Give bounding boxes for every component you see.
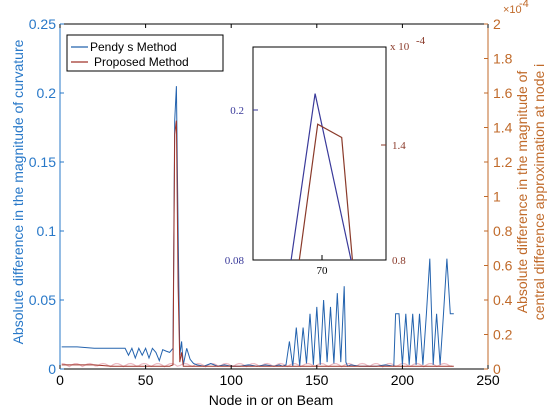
y-axis-right-label-line2: central difference approximation at node… xyxy=(531,64,547,321)
noise-band xyxy=(61,362,453,368)
inset-ytick-right-1.4: 1.4 xyxy=(392,140,406,152)
y-right-tick-label: 1.6 xyxy=(493,85,513,101)
legend-label-pendy: Pendy s Method xyxy=(90,40,177,54)
inset-ytick-left-0.2: 0.2 xyxy=(230,105,244,117)
inset-ytick-left-0.08: 0.08 xyxy=(225,255,245,267)
inset-series xyxy=(290,93,354,260)
x-axis-label: Node in or on Beam xyxy=(209,392,334,408)
inset-ytick-right-0.8: 0.8 xyxy=(392,255,406,267)
inset-xtick-70: 70 xyxy=(317,265,329,277)
x-tick-label: 50 xyxy=(138,372,154,388)
y-right-tick-label: 0.6 xyxy=(493,258,513,274)
inset-line-proposed xyxy=(298,123,354,260)
right-exponent-text: -4 xyxy=(519,0,529,10)
x-tick-label: 0 xyxy=(56,372,64,388)
inset-zoom: 0.2 0.08 1.4 0.8 70 x 10 -4 xyxy=(225,35,426,277)
legend: Pendy s Method Proposed Method xyxy=(66,34,224,72)
y-right-tick-label: 1.2 xyxy=(493,154,513,170)
axes-frame xyxy=(59,23,489,370)
x-tick-label: 200 xyxy=(391,372,415,388)
x-tick-label: 250 xyxy=(476,372,500,388)
y-left-tick-label: 0.1 xyxy=(37,223,57,239)
y-left-tick-label: 0.2 xyxy=(37,85,57,101)
y-left-tick-label: 0.05 xyxy=(29,292,56,308)
legend-label-proposed: Proposed Method xyxy=(94,55,189,69)
tick-labels: 0 50 100 150 200 25000.050.10.150.20.2500.20.… xyxy=(29,16,513,388)
inset-line-pendy xyxy=(290,93,352,260)
y-axis-left-label: Absolute difference in the magnitude of … xyxy=(10,39,26,344)
series-line-pendy xyxy=(61,86,454,367)
y-axis-right-label-line1: Absolute difference in the magnitude of xyxy=(514,71,530,314)
y-right-tick-label: 1.4 xyxy=(493,120,513,136)
y-right-tick-label: 0.4 xyxy=(493,292,513,308)
legend-box xyxy=(66,34,224,72)
y-left-tick-label: 0 xyxy=(48,361,56,377)
y-left-tick-label: 0.15 xyxy=(29,154,56,170)
y-right-tick-label: 2 xyxy=(493,16,501,32)
inset-exponent: -4 xyxy=(416,35,426,47)
right-multiplier-text: ×10 xyxy=(503,4,522,16)
y-right-tick-label: 0 xyxy=(493,361,501,377)
y-right-tick-label: 1 xyxy=(493,189,501,205)
inset-frame xyxy=(252,46,387,261)
x-tick-label: 150 xyxy=(305,372,329,388)
y-right-tick-label: 0.8 xyxy=(493,223,513,239)
y-right-tick-label: 0.2 xyxy=(493,327,513,343)
y-right-tick-label: 1.8 xyxy=(493,51,513,67)
x-tick-label: 100 xyxy=(220,372,244,388)
right-axis-multiplier: ×10 -4 xyxy=(503,0,529,16)
y-left-tick-label: 0.25 xyxy=(29,16,56,32)
inset-multiplier: x 10 xyxy=(390,41,410,53)
